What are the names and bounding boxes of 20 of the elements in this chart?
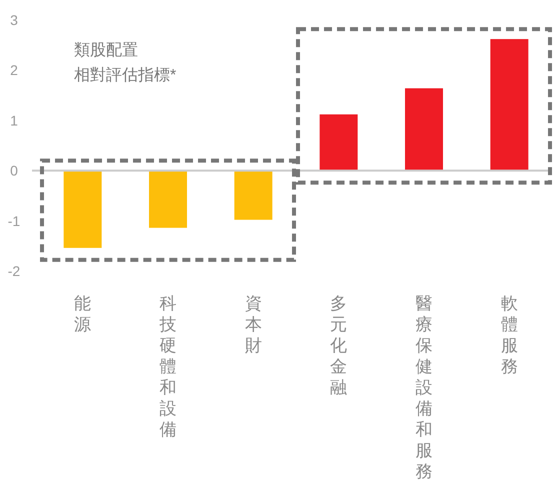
bar xyxy=(149,170,187,228)
x-tick-label: 能源 xyxy=(74,294,92,334)
bar xyxy=(490,39,528,171)
bar xyxy=(320,114,358,171)
category-label: 醫療保健設備和服務 xyxy=(416,294,432,481)
bar xyxy=(234,170,272,220)
y-tick-label: 0 xyxy=(10,162,18,179)
text: 類股配置 xyxy=(74,41,138,59)
y-tick-label: 3 xyxy=(10,12,18,28)
y-tick-label: -2 xyxy=(8,263,20,279)
bar xyxy=(64,170,102,248)
x-tick-label: 軟體服務 xyxy=(500,294,518,376)
x-tick-label: 多元化金融 xyxy=(330,294,348,397)
y-tick-label: 1 xyxy=(10,112,18,128)
y-tick-label: -1 xyxy=(8,212,20,229)
bar xyxy=(405,88,443,171)
x-tick-label: 科技硬體和設備 xyxy=(158,294,176,439)
text: 相對評估指標* xyxy=(74,66,176,84)
x-tick-label: 資本財 xyxy=(244,294,262,355)
y-tick-label: 2 xyxy=(10,62,18,78)
